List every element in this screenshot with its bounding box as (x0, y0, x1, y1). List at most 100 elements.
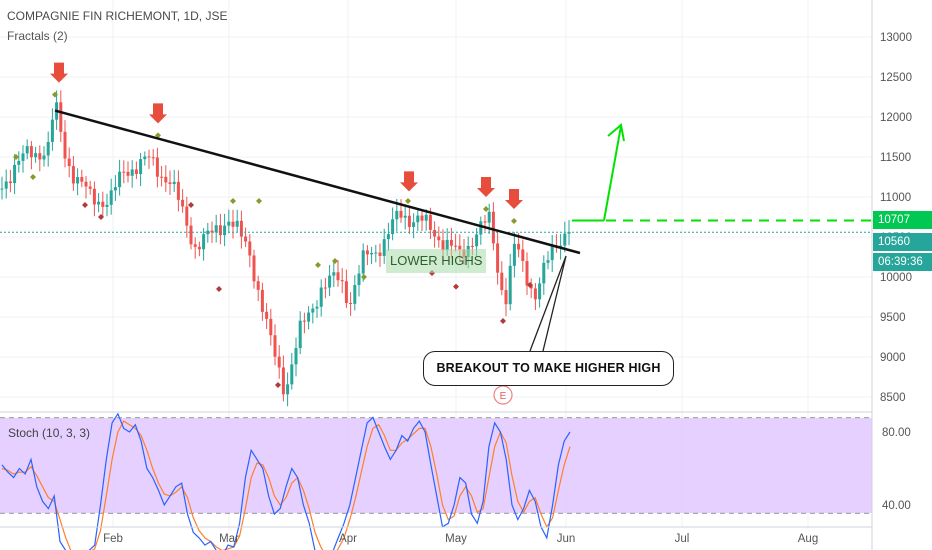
candle-body (218, 225, 222, 236)
candle-body (122, 171, 126, 173)
candle-body (105, 204, 109, 207)
candle-body (164, 176, 168, 183)
candle-body (273, 335, 277, 357)
candle-body (378, 252, 382, 256)
candle-body (487, 211, 491, 223)
candle-body (361, 250, 365, 274)
fractal-markers (13, 62, 533, 388)
stochastic-lines (1, 412, 571, 550)
countdown-tag: 06:39:36 (873, 253, 932, 271)
stoch-k-line (1, 412, 571, 550)
candle-body (185, 206, 189, 226)
candle-body (382, 239, 386, 256)
candle-body (265, 311, 269, 319)
candle-body (80, 177, 84, 182)
fractal-down-marker (527, 282, 533, 288)
candle-body (416, 215, 420, 223)
candle-body (500, 272, 504, 291)
candle-body (525, 261, 529, 286)
candle-body (155, 157, 159, 177)
price-tick-label: 12000 (880, 112, 912, 124)
fractal-arrow-icon (477, 177, 495, 197)
candle-body (328, 275, 332, 288)
fractal-down-marker (82, 202, 88, 208)
candle-body (386, 234, 390, 240)
candle-body (496, 243, 500, 273)
chart-title[interactable]: COMPAGNIE FIN RICHEMONT, 1D, JSE (7, 9, 228, 23)
time-tick-label: Aug (798, 533, 818, 545)
candle-body (181, 199, 185, 207)
time-tick-label: Mar (219, 533, 239, 545)
callout-pointer (529, 255, 567, 352)
fractal-down-marker (188, 202, 194, 208)
price-tick-label: 13000 (880, 32, 912, 44)
candle-body (34, 153, 38, 158)
candle-body (357, 273, 361, 286)
candle-body (521, 249, 525, 262)
candle-body (311, 308, 315, 313)
fractal-up-marker (256, 198, 262, 204)
candle-body (126, 171, 130, 176)
candle-body (172, 181, 176, 185)
fractal-up-marker (511, 218, 517, 224)
candle-body (546, 260, 550, 263)
candle-body (437, 236, 441, 241)
candle-body (17, 160, 21, 165)
candle-body (298, 320, 302, 349)
price-tick-label: 11000 (880, 192, 911, 204)
fractal-up-marker (332, 258, 338, 264)
fractal-down-marker (500, 318, 506, 324)
candle-body (71, 166, 75, 184)
fractal-down-marker (275, 382, 281, 388)
lower-highs-label: LOWER HIGHS (386, 249, 487, 273)
breakout-arrow-head-icon (607, 123, 625, 142)
candle-body (25, 146, 29, 154)
fractal-arrow-icon (50, 62, 68, 83)
time-tick-label: Feb (103, 533, 123, 545)
candle-body (256, 281, 260, 290)
candle-body (252, 255, 256, 282)
breakout-arrow-shaft (603, 125, 622, 221)
candle-body (130, 169, 134, 176)
earnings-marker (493, 385, 513, 405)
candle-body (424, 214, 428, 221)
candle-body (21, 153, 25, 161)
candle-body (239, 220, 243, 237)
candle-body (395, 210, 399, 220)
candle-body (344, 281, 348, 303)
time-tick-label: Apr (339, 533, 357, 545)
fractal-down-marker (98, 214, 104, 220)
candle-body (244, 236, 248, 242)
price-tick-label: 12500 (880, 72, 912, 84)
candle-body (391, 219, 395, 235)
annotation-lines: E (0, 109, 872, 405)
candle-body (504, 290, 508, 305)
candle-body (29, 146, 33, 158)
stoch-label[interactable]: Stoch (10, 3, 3) (8, 426, 91, 440)
price-tick-label: 11500 (880, 152, 911, 164)
candle-body (88, 186, 92, 189)
candle-body (97, 201, 101, 205)
candle-body (508, 265, 512, 305)
candle-body (67, 158, 71, 167)
fractal-up-marker (405, 198, 411, 204)
price-tick-label: 8500 (880, 392, 906, 404)
candle-body (38, 153, 42, 160)
candle-body (4, 181, 8, 189)
candle-body (0, 188, 4, 190)
fractal-up-marker (52, 91, 58, 98)
candle-body (412, 222, 416, 227)
candle-body (294, 348, 298, 365)
candle-body (433, 229, 437, 237)
candle-body (538, 283, 542, 300)
fractal-down-marker (216, 286, 222, 292)
indicator-label[interactable]: Fractals (2) (7, 29, 68, 43)
fractal-up-marker (230, 198, 236, 204)
candle-body (189, 225, 193, 245)
time-tick-label: Jun (557, 533, 576, 545)
candle-body (235, 220, 239, 227)
candle-body (353, 285, 357, 304)
candle-body (176, 181, 180, 200)
